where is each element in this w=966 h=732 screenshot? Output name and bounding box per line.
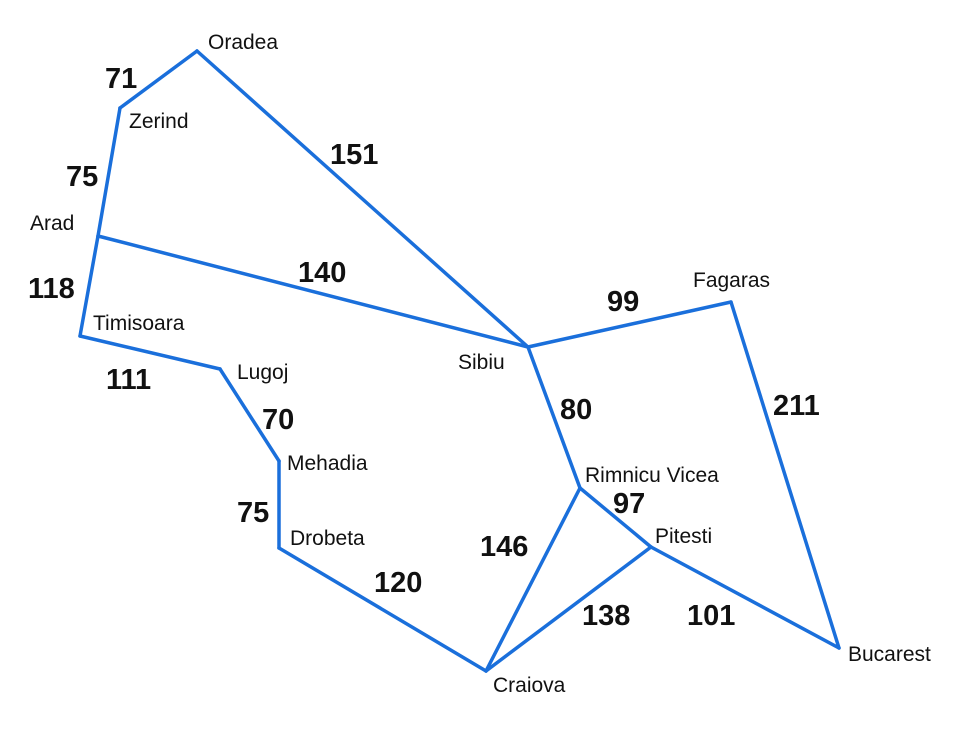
road-fagaras-bucarest [729,300,841,650]
road-zerind-arad [96,106,122,238]
city-label-lugoj: Lugoj [237,361,288,384]
roads-layer [78,49,841,673]
distance-label-sibiu-fagaras: 99 [607,286,639,318]
city-label-rimnicu-vicea: Rimnicu Vicea [585,464,719,487]
road-timisoara-lugoj [78,334,222,371]
road-oradea-sibiu [195,49,530,349]
road-rimnicu-vicea-pitesti [578,486,653,549]
road-lugoj-mehadia [218,367,281,463]
city-label-mehadia: Mehadia [287,452,368,475]
city-labels: Oradea Zerind Arad Timisoara Lugoj Mehadia Dro… [30,31,931,697]
distance-labels: 71 75 118 111 70 75 120 151 140 99 80 211 97 146 138 10… [28,63,820,632]
city-label-bucarest: Bucarest [848,643,931,666]
distance-label-arad-timisoara: 118 [28,273,75,305]
distance-label-arad-sibiu: 140 [298,257,346,289]
city-label-craiova: Craiova [493,674,566,697]
distance-label-drobeta-craiova: 120 [374,567,422,599]
distance-label-craiova-pitesti: 138 [582,600,630,632]
city-label-drobeta: Drobeta [290,527,365,550]
road-sibiu-rimnicu-vicea [526,345,582,490]
road-sibiu-fagaras [526,300,733,349]
city-label-sibiu: Sibiu [458,351,505,374]
distance-label-timisoara-lugoj: 111 [106,364,151,396]
road-arad-timisoara [78,234,100,338]
distance-label-rimnicu-vicea-pitesti: 97 [613,488,645,520]
distance-label-fagaras-bucarest: 211 [773,390,820,422]
distance-label-oradea-sibiu: 151 [330,139,378,171]
city-label-fagaras: Fagaras [693,269,770,292]
distance-label-pitesti-bucarest: 101 [687,600,735,632]
distance-label-zerind-arad: 75 [66,161,98,193]
city-label-pitesti: Pitesti [655,525,712,548]
road-rimnicu-vicea-craiova [484,486,582,673]
distance-label-lugoj-mehadia: 70 [262,404,294,436]
road-arad-sibiu [96,234,530,349]
road-craiova-pitesti [484,545,653,673]
road-drobeta-craiova [277,546,488,673]
road-pitesti-bucarest [649,545,841,650]
city-label-arad: Arad [30,212,74,235]
distance-label-mehadia-drobeta: 75 [237,497,269,529]
distance-label-rimnicu-vicea-craiova: 146 [480,531,528,563]
distance-label-oradea-zerind: 71 [105,63,137,95]
city-label-timisoara: Timisoara [93,312,185,335]
city-label-oradea: Oradea [208,31,278,54]
road-oradea-zerind [118,49,199,110]
city-label-zerind: Zerind [129,110,189,133]
distance-label-sibiu-rimnicu-vicea: 80 [560,394,592,426]
